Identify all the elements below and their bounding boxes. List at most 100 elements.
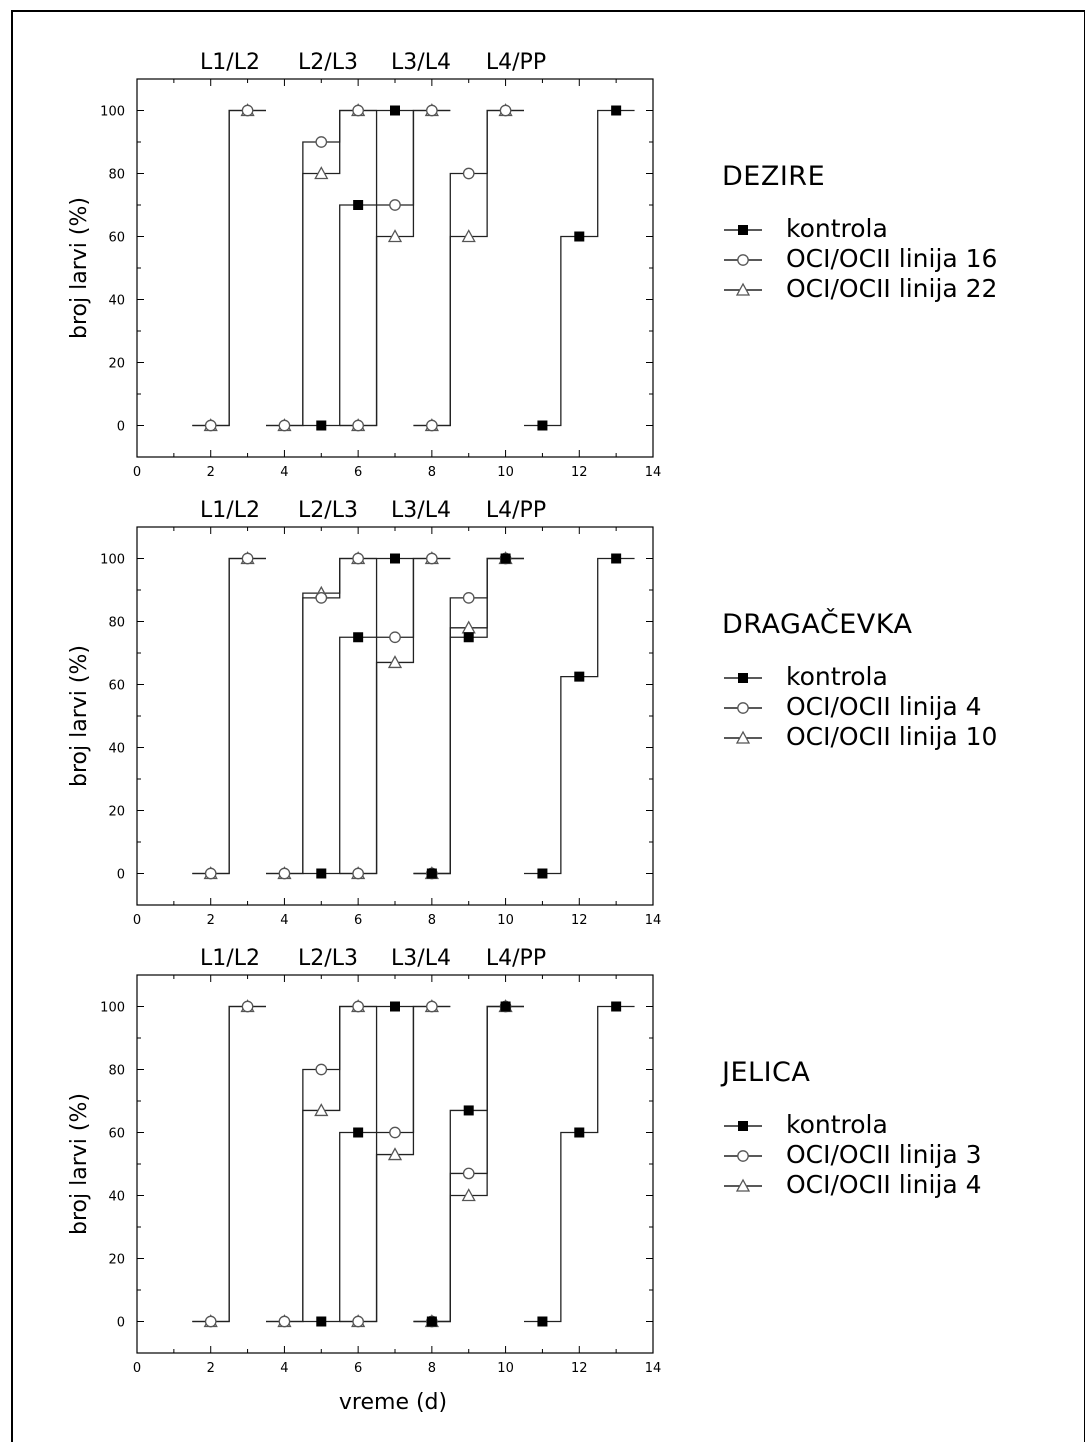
data-point	[463, 632, 474, 643]
data-point	[426, 868, 437, 879]
data-point	[314, 166, 329, 180]
y-tick-label: 40	[108, 1190, 125, 1205]
data-point	[241, 104, 254, 117]
stage-label: L2/L3	[298, 498, 358, 523]
series-2	[192, 1005, 524, 1323]
stage-label: L4/PP	[486, 50, 546, 75]
series-step-line	[266, 109, 377, 427]
data-point	[537, 1316, 548, 1327]
stage-label: L1/L2	[200, 50, 260, 75]
data-point	[611, 105, 622, 116]
series-step-line	[413, 1005, 524, 1323]
series-1-markers	[316, 105, 622, 431]
legend-label: OCI/OCII linija 10	[786, 722, 997, 751]
x-tick-label: 12	[571, 465, 588, 480]
data-point	[462, 167, 475, 180]
series-step-line	[339, 109, 451, 427]
data-point	[353, 632, 364, 643]
data-point	[500, 1001, 511, 1012]
x-tick-label: 6	[354, 913, 362, 928]
data-point	[462, 1167, 475, 1180]
series-step-line	[339, 557, 451, 875]
series-step-line	[413, 557, 524, 875]
series-step-line	[413, 109, 524, 427]
series-step-line	[192, 1005, 266, 1323]
data-point	[426, 552, 438, 565]
series-step-line	[266, 109, 377, 427]
legend-marker	[737, 702, 749, 714]
data-point	[462, 592, 475, 604]
data-point	[316, 1316, 327, 1327]
data-point	[390, 553, 400, 564]
y-tick-label: 60	[108, 1127, 125, 1142]
x-tick-label: 14	[645, 1361, 662, 1376]
y-tick-label: 100	[100, 1001, 125, 1016]
series-3-markers	[203, 999, 513, 1328]
data-point	[463, 1105, 474, 1116]
x-tick-label: 4	[280, 913, 288, 928]
series-3-markers	[203, 103, 513, 432]
figure-frame	[11, 10, 1085, 1442]
data-point	[426, 104, 438, 117]
data-point	[241, 1000, 254, 1013]
panel-title: DRAGAČEVKA	[722, 608, 912, 640]
stage-label: L1/L2	[200, 498, 260, 523]
series-step-line	[266, 557, 377, 875]
series-2-markers	[204, 552, 512, 880]
data-point	[426, 1316, 437, 1327]
series-1	[302, 109, 635, 427]
series-step-line	[302, 557, 414, 875]
legend-label: kontrola	[786, 214, 888, 243]
data-point	[352, 419, 364, 432]
data-point	[426, 419, 438, 432]
data-point	[204, 1315, 217, 1328]
data-point	[389, 631, 401, 644]
y-tick-label: 40	[108, 294, 125, 309]
series-2-markers	[204, 104, 512, 432]
legend-marker	[735, 730, 751, 744]
x-tick-label: 0	[133, 465, 141, 480]
chart-panel-3: L1/L2 L2/L3 L3/L4 L4/PP 0 2 4 6 8 10 12 14 0 20 40 60 80…	[67, 946, 982, 1415]
data-point	[204, 419, 217, 432]
x-tick-label: 2	[207, 465, 215, 480]
data-point	[500, 553, 511, 564]
data-point	[314, 1103, 329, 1117]
y-tick-label: 80	[108, 616, 125, 631]
series-1	[302, 1005, 635, 1323]
chart-panel-2: L1/L2 L2/L3 L3/L4 L4/PP 0 2 4 6 8 10 12 14 0 20 40 60 80…	[67, 498, 997, 928]
legend-label: kontrola	[786, 662, 888, 691]
data-point	[537, 868, 548, 879]
series-1	[302, 557, 635, 875]
data-point	[537, 420, 548, 431]
series-1-markers	[316, 1001, 622, 1327]
series-2	[192, 557, 524, 875]
data-point	[352, 104, 364, 117]
y-tick-label: 20	[108, 357, 125, 372]
series-step-line	[413, 1005, 524, 1323]
data-point	[352, 1000, 364, 1013]
y-axis-label: broj larvi (%)	[67, 1093, 92, 1235]
data-point	[387, 1147, 403, 1161]
stage-label: L3/L4	[391, 498, 451, 523]
series-step-line	[302, 109, 414, 427]
x-tick-label: 10	[497, 1361, 514, 1376]
series-step-line	[266, 1005, 377, 1323]
data-point	[389, 199, 401, 211]
series-step-line	[266, 557, 377, 875]
series-2-markers	[204, 1000, 512, 1328]
y-tick-label: 80	[108, 168, 125, 183]
data-point	[426, 1000, 438, 1013]
data-point	[390, 1001, 400, 1012]
x-tick-label: 8	[428, 465, 436, 480]
legend-label: OCI/OCII linija 4	[786, 692, 982, 721]
legend-marker	[735, 1178, 751, 1192]
legend-marker	[735, 282, 751, 296]
chart-panel-1: L1/L2 L2/L3 L3/L4 L4/PP 0 2 4 6 8 10 12 14 0 20 40 60 80…	[67, 50, 997, 480]
x-tick-label: 6	[354, 1361, 362, 1376]
stage-label: L4/PP	[486, 498, 546, 523]
stage-label: L4/PP	[486, 946, 546, 971]
data-point	[390, 105, 400, 116]
legend-marker	[737, 1150, 749, 1162]
y-tick-label: 20	[108, 1253, 125, 1268]
series-step-line	[192, 557, 266, 875]
